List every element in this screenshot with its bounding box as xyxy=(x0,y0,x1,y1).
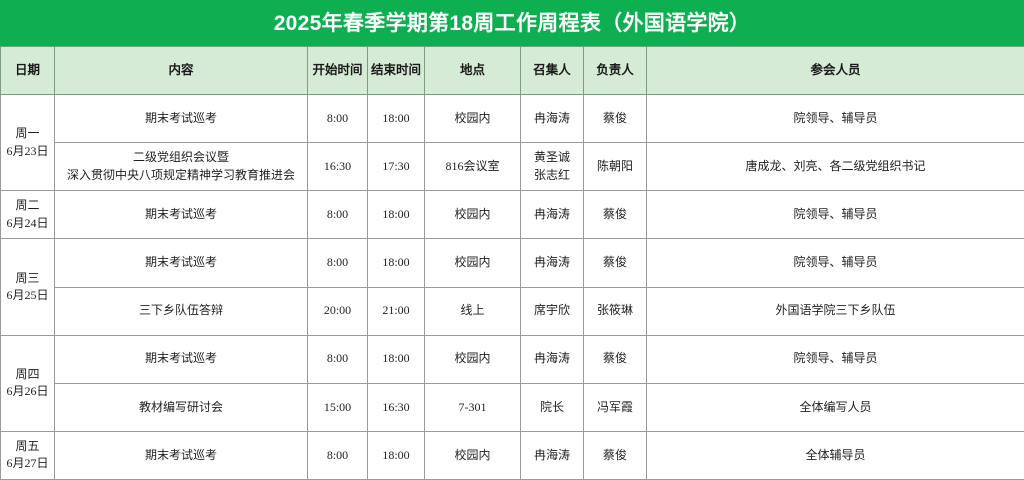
cell-start-time: 8:00 xyxy=(307,93,368,144)
cell-owner: 蔡俊 xyxy=(583,93,647,144)
cell-date: 周一 6月23日 xyxy=(0,93,55,192)
table-row: 三下乡队伍答辩 20:00 21:00 线上 席宇欣 张筱琳 外国语学院三下乡队伍 xyxy=(1,286,1024,336)
table-row: 二级党组织会议暨 深入贯彻中央八项规定精神学习教育推进会 16:30 17:30 81… xyxy=(1,142,1024,192)
table-row: 周四 6月26日 期末考试巡考 8:00 18:00 校园内 冉海涛 蔡俊 院领导、辅导员 xyxy=(0,334,1024,432)
cell-attendees: 外国语学院三下乡队伍 xyxy=(646,286,1024,336)
cell-start-time: 16:30 xyxy=(307,142,368,192)
column-header-place: 地点 xyxy=(424,46,521,95)
cell-start-time: 8:00 xyxy=(307,334,368,384)
column-header-attend: 参会人员 xyxy=(646,46,1024,95)
cell-content: 二级党组织会议暨 深入贯彻中央八项规定精神学习教育推进会 xyxy=(54,142,308,192)
table-row: 周三 6月25日 期末考试巡考 8:00 18:00 校园内 冉海涛 蔡俊 院领导、辅导员 xyxy=(0,238,1024,336)
cell-convener: 黄圣诚 张志红 xyxy=(520,142,584,192)
cell-place: 校园内 xyxy=(424,430,521,480)
cell-end-time: 18:00 xyxy=(367,334,425,384)
column-header-owner: 负责人 xyxy=(583,46,647,95)
cell-attendees: 唐成龙、刘亮、各二级党组织书记 xyxy=(646,142,1024,192)
cell-attendees: 全体编写人员 xyxy=(646,382,1024,432)
cell-end-time: 21:00 xyxy=(367,286,425,336)
column-header-convener: 召集人 xyxy=(520,46,584,95)
cell-convener: 冉海涛 xyxy=(520,238,584,288)
cell-place: 校园内 xyxy=(424,238,521,288)
cell-date: 周二 6月24日 xyxy=(0,190,55,240)
cell-convener: 冉海涛 xyxy=(520,190,584,240)
cell-owner: 蔡俊 xyxy=(583,430,647,480)
cell-content: 期末考试巡考 xyxy=(54,93,308,144)
cell-end-time: 18:00 xyxy=(367,93,425,144)
table-row: 周二 6月24日 期末考试巡考 8:00 18:00 校园内 冉海涛 蔡俊 院领导、辅导员 xyxy=(0,190,1024,240)
cell-start-time: 8:00 xyxy=(307,430,368,480)
header-row: 日期 内容 开始时间 结束时间 地点 召集人 负责人 参会人员 xyxy=(0,46,1024,95)
cell-start-time: 8:00 xyxy=(307,238,368,288)
cell-start-time: 8:00 xyxy=(307,190,368,240)
cell-place: 校园内 xyxy=(424,93,521,144)
cell-attendees: 院领导、辅导员 xyxy=(646,238,1024,288)
cell-convener: 冉海涛 xyxy=(520,93,584,144)
cell-content: 教材编写研讨会 xyxy=(54,382,308,432)
cell-content: 三下乡队伍答辩 xyxy=(54,286,308,336)
cell-start-time: 20:00 xyxy=(307,286,368,336)
cell-content: 期末考试巡考 xyxy=(54,190,308,240)
cell-place: 校园内 xyxy=(424,334,521,384)
cell-attendees: 全体辅导员 xyxy=(646,430,1024,480)
title-banner: 2025年春季学期第18周工作周程表（外国语学院） xyxy=(0,0,1024,46)
cell-content: 期末考试巡考 xyxy=(54,430,308,480)
cell-convener: 席宇欣 xyxy=(520,286,584,336)
cell-attendees: 院领导、辅导员 xyxy=(646,334,1024,384)
cell-owner: 陈朝阳 xyxy=(583,142,647,192)
cell-end-time: 16:30 xyxy=(367,382,425,432)
table-row: 教材编写研讨会 15:00 16:30 7-301 院长 冯军霞 全体编写人员 xyxy=(1,382,1024,432)
cell-owner: 蔡俊 xyxy=(583,190,647,240)
cell-place: 7-301 xyxy=(424,382,521,432)
cell-owner: 蔡俊 xyxy=(583,334,647,384)
column-header-content: 内容 xyxy=(54,46,308,95)
cell-attendees: 院领导、辅导员 xyxy=(646,190,1024,240)
cell-convener: 冉海涛 xyxy=(520,334,584,384)
cell-content: 期末考试巡考 xyxy=(54,238,308,288)
column-header-start: 开始时间 xyxy=(307,46,368,95)
table-body: 周一 6月23日 期末考试巡考 8:00 18:00 校园内 冉海涛 蔡俊 院领导、辅导员 二级… xyxy=(0,93,1024,480)
table-header: 日期 内容 开始时间 结束时间 地点 召集人 负责人 参会人员 xyxy=(0,46,1024,95)
cell-owner: 张筱琳 xyxy=(583,286,647,336)
cell-end-time: 18:00 xyxy=(367,430,425,480)
cell-place: 校园内 xyxy=(424,190,521,240)
table-row: 周一 6月23日 期末考试巡考 8:00 18:00 校园内 冉海涛 蔡俊 院领导、辅导员 xyxy=(0,93,1024,192)
cell-end-time: 18:00 xyxy=(367,238,425,288)
page-title: 2025年春季学期第18周工作周程表（外国语学院） xyxy=(273,11,751,35)
column-header-date: 日期 xyxy=(0,46,55,95)
cell-owner: 冯军霞 xyxy=(583,382,647,432)
cell-place: 线上 xyxy=(424,286,521,336)
cell-convener: 院长 xyxy=(520,382,584,432)
cell-date: 周五 6月27日 xyxy=(0,430,55,480)
cell-attendees: 院领导、辅导员 xyxy=(646,93,1024,144)
cell-content: 期末考试巡考 xyxy=(54,334,308,384)
schedule-table: 日期 内容 开始时间 结束时间 地点 召集人 负责人 参会人员 周一 6月23日… xyxy=(0,46,1024,480)
cell-start-time: 15:00 xyxy=(307,382,368,432)
cell-convener: 冉海涛 xyxy=(520,430,584,480)
cell-end-time: 18:00 xyxy=(367,190,425,240)
cell-owner: 蔡俊 xyxy=(583,238,647,288)
cell-date: 周四 6月26日 xyxy=(0,334,55,432)
cell-date: 周三 6月25日 xyxy=(0,238,55,336)
column-header-end: 结束时间 xyxy=(367,46,425,95)
table-row: 周五 6月27日 期末考试巡考 8:00 18:00 校园内 冉海涛 蔡俊 全体辅导员 xyxy=(0,430,1024,480)
cell-end-time: 17:30 xyxy=(367,142,425,192)
cell-place: 816会议室 xyxy=(424,142,521,192)
